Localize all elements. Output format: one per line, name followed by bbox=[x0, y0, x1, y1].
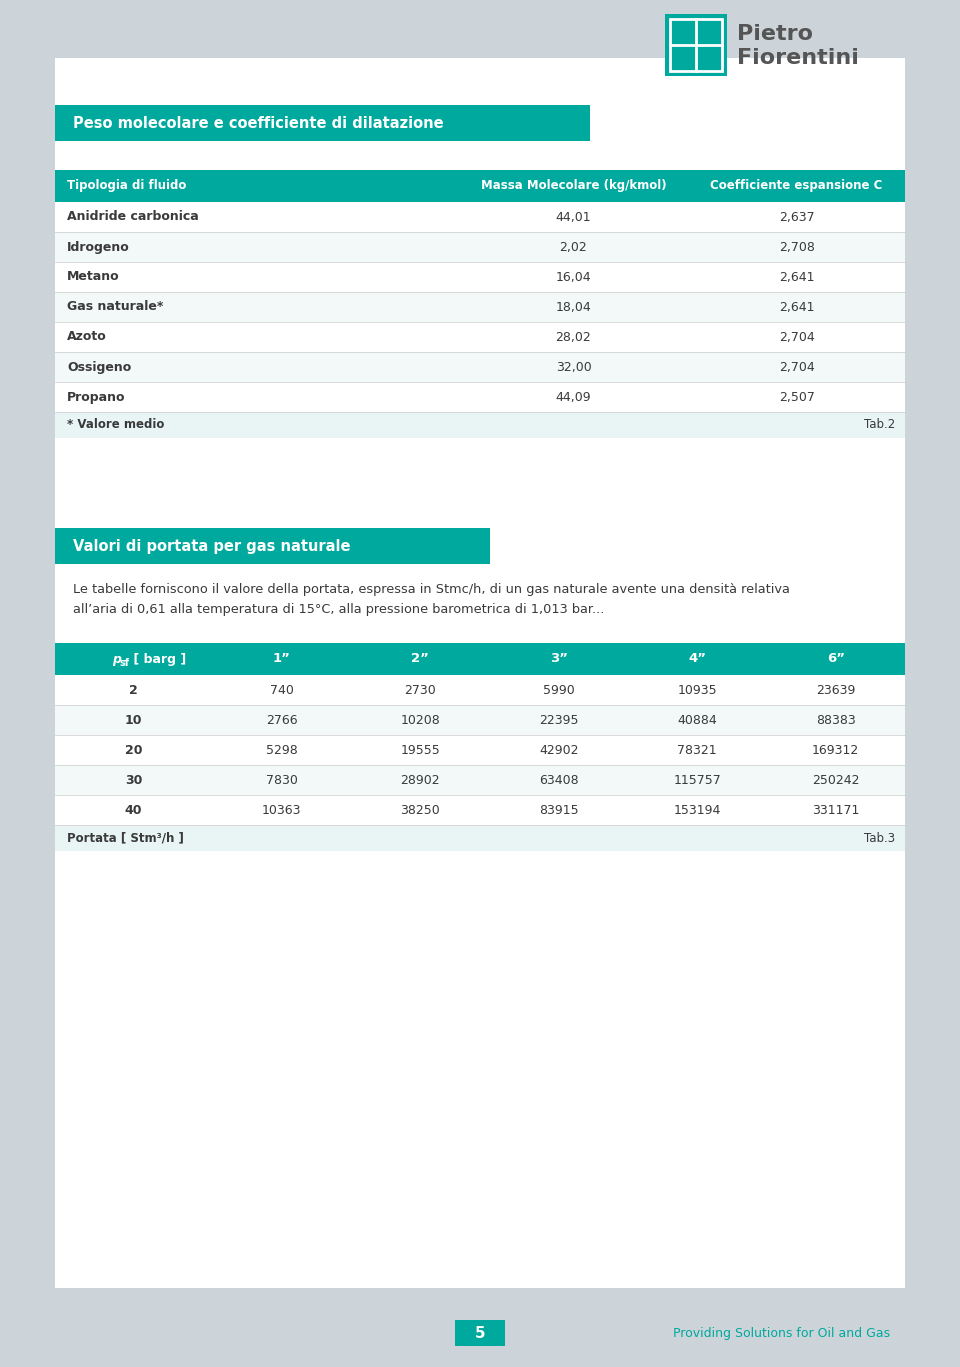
Bar bbox=[55, 262, 905, 293]
Text: 40884: 40884 bbox=[678, 714, 717, 726]
Bar bbox=[55, 293, 905, 323]
Text: 1”: 1” bbox=[273, 652, 291, 666]
Bar bbox=[55, 323, 905, 351]
Text: Metano: Metano bbox=[67, 271, 120, 283]
Text: 83915: 83915 bbox=[539, 804, 579, 816]
Text: Fiorentini: Fiorentini bbox=[737, 48, 859, 68]
Text: 10208: 10208 bbox=[400, 714, 440, 726]
Text: 40: 40 bbox=[125, 804, 142, 816]
Text: Peso molecolare e coefficiente di dilatazione: Peso molecolare e coefficiente di dilata… bbox=[73, 115, 444, 130]
Bar bbox=[55, 232, 905, 262]
Text: 63408: 63408 bbox=[539, 774, 579, 786]
Text: 44,01: 44,01 bbox=[556, 211, 591, 223]
Text: 331171: 331171 bbox=[812, 804, 859, 816]
Text: Azoto: Azoto bbox=[67, 331, 107, 343]
Text: 16,04: 16,04 bbox=[556, 271, 591, 283]
Text: 10363: 10363 bbox=[262, 804, 301, 816]
Text: p: p bbox=[111, 652, 121, 666]
Text: sf: sf bbox=[120, 658, 130, 668]
Text: Tab.2: Tab.2 bbox=[864, 418, 895, 432]
Text: 2,641: 2,641 bbox=[779, 301, 814, 313]
Text: 2,02: 2,02 bbox=[560, 241, 588, 253]
Text: 2,637: 2,637 bbox=[779, 211, 814, 223]
Text: Propano: Propano bbox=[67, 391, 126, 403]
Bar bbox=[55, 826, 905, 852]
Text: 5990: 5990 bbox=[542, 684, 574, 697]
Text: 7830: 7830 bbox=[266, 774, 298, 786]
Text: 2,704: 2,704 bbox=[779, 331, 814, 343]
Text: 4”: 4” bbox=[688, 652, 707, 666]
Text: 250242: 250242 bbox=[812, 774, 859, 786]
Text: Tab.3: Tab.3 bbox=[864, 831, 895, 845]
Text: Portata [ Stm³/h ]: Portata [ Stm³/h ] bbox=[67, 831, 184, 845]
Text: * Valore medio: * Valore medio bbox=[67, 418, 164, 432]
Text: 2766: 2766 bbox=[266, 714, 298, 726]
Text: 2: 2 bbox=[130, 684, 138, 697]
Text: 2,708: 2,708 bbox=[779, 241, 815, 253]
Text: all’aria di 0,61 alla temperatura di 15°C, alla pressione barometrica di 1,013 b: all’aria di 0,61 alla temperatura di 15°… bbox=[73, 603, 605, 617]
Text: [ barg ]: [ barg ] bbox=[129, 652, 186, 666]
Bar bbox=[455, 1321, 505, 1346]
Text: 153194: 153194 bbox=[674, 804, 721, 816]
Bar bbox=[55, 642, 905, 675]
Text: 115757: 115757 bbox=[673, 774, 721, 786]
Text: 5298: 5298 bbox=[266, 744, 298, 756]
Text: Providing Solutions for Oil and Gas: Providing Solutions for Oil and Gas bbox=[673, 1326, 890, 1340]
Bar bbox=[55, 170, 905, 202]
Text: 78321: 78321 bbox=[678, 744, 717, 756]
Text: 22395: 22395 bbox=[539, 714, 578, 726]
Text: 20: 20 bbox=[125, 744, 142, 756]
Text: Ossigeno: Ossigeno bbox=[67, 361, 132, 373]
Bar bbox=[55, 766, 905, 796]
Bar bbox=[665, 14, 727, 77]
Text: 38250: 38250 bbox=[400, 804, 440, 816]
Bar bbox=[670, 19, 722, 71]
Text: 30: 30 bbox=[125, 774, 142, 786]
Text: 169312: 169312 bbox=[812, 744, 859, 756]
Text: 5: 5 bbox=[474, 1326, 486, 1341]
Bar bbox=[55, 675, 905, 705]
Bar bbox=[55, 202, 905, 232]
Text: 88383: 88383 bbox=[816, 714, 855, 726]
Bar bbox=[55, 735, 905, 766]
Bar bbox=[55, 351, 905, 381]
Text: 2,507: 2,507 bbox=[779, 391, 815, 403]
Text: 42902: 42902 bbox=[539, 744, 578, 756]
Text: 28902: 28902 bbox=[400, 774, 440, 786]
Text: Valori di portata per gas naturale: Valori di portata per gas naturale bbox=[73, 539, 350, 554]
Text: 18,04: 18,04 bbox=[556, 301, 591, 313]
Text: 2”: 2” bbox=[411, 652, 429, 666]
Bar bbox=[55, 381, 905, 411]
Text: 740: 740 bbox=[270, 684, 294, 697]
Text: 28,02: 28,02 bbox=[556, 331, 591, 343]
Text: 2,641: 2,641 bbox=[779, 271, 814, 283]
Text: 19555: 19555 bbox=[400, 744, 440, 756]
Text: Anidride carbonica: Anidride carbonica bbox=[67, 211, 199, 223]
Text: 2,704: 2,704 bbox=[779, 361, 814, 373]
Text: 6”: 6” bbox=[827, 652, 845, 666]
Text: Le tabelle forniscono il valore della portata, espressa in Stmc/h, di un gas nat: Le tabelle forniscono il valore della po… bbox=[73, 582, 790, 596]
Text: 2730: 2730 bbox=[404, 684, 436, 697]
Bar bbox=[55, 528, 490, 565]
Text: 32,00: 32,00 bbox=[556, 361, 591, 373]
Text: 3”: 3” bbox=[550, 652, 567, 666]
Bar bbox=[55, 411, 905, 437]
Bar bbox=[55, 796, 905, 826]
Text: Gas naturale*: Gas naturale* bbox=[67, 301, 163, 313]
Bar bbox=[55, 105, 590, 141]
Text: 23639: 23639 bbox=[816, 684, 855, 697]
Bar bbox=[55, 57, 905, 1288]
Text: Tipologia di fluido: Tipologia di fluido bbox=[67, 179, 186, 193]
Text: 10935: 10935 bbox=[678, 684, 717, 697]
Text: Idrogeno: Idrogeno bbox=[67, 241, 130, 253]
Bar bbox=[55, 705, 905, 735]
Text: Pietro: Pietro bbox=[737, 25, 813, 44]
Text: Massa Molecolare (kg/kmol): Massa Molecolare (kg/kmol) bbox=[481, 179, 666, 193]
Text: Coefficiente espansione C: Coefficiente espansione C bbox=[710, 179, 883, 193]
Text: 44,09: 44,09 bbox=[556, 391, 591, 403]
Text: 10: 10 bbox=[125, 714, 142, 726]
